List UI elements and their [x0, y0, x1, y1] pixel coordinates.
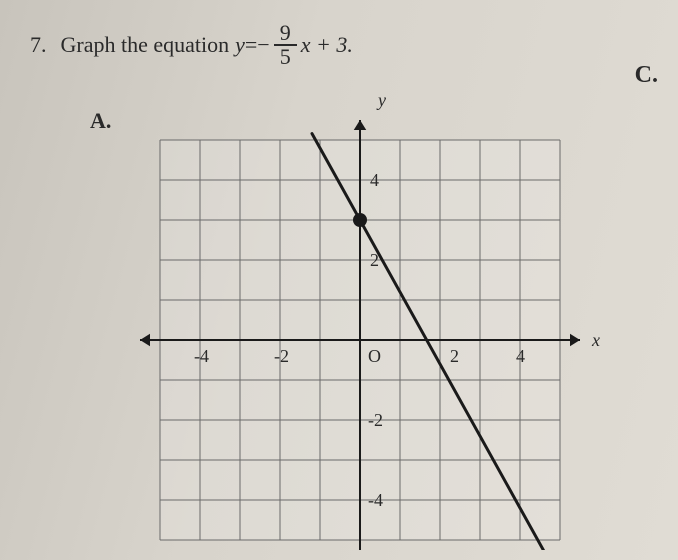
- svg-text:-4: -4: [368, 490, 383, 510]
- graph-svg: -4-2O2424-2-4: [110, 90, 610, 550]
- option-a-label: A.: [90, 108, 111, 134]
- option-c-label: C.: [635, 62, 658, 89]
- question-text: 7. Graph the equation y = − 9 5 x + 3.: [30, 22, 353, 68]
- eq-lhs: y: [235, 32, 245, 58]
- eq-fraction: 9 5: [274, 22, 297, 68]
- y-axis-label: y: [378, 90, 386, 111]
- worksheet-page: 7. Graph the equation y = − 9 5 x + 3. C…: [0, 0, 678, 560]
- question-prefix: Graph the equation: [61, 32, 230, 58]
- svg-text:2: 2: [450, 346, 459, 366]
- svg-text:4: 4: [370, 170, 379, 190]
- question-number: 7.: [30, 32, 47, 58]
- svg-text:-4: -4: [194, 346, 209, 366]
- svg-text:O: O: [368, 346, 381, 366]
- x-axis-label: x: [592, 330, 600, 351]
- svg-text:-2: -2: [368, 410, 383, 430]
- eq-suffix: x + 3.: [301, 32, 353, 58]
- svg-text:4: 4: [516, 346, 525, 366]
- fraction-denominator: 5: [274, 46, 297, 68]
- svg-text:-2: -2: [274, 346, 289, 366]
- eq-neg: −: [257, 32, 269, 58]
- fraction-numerator: 9: [274, 22, 297, 46]
- graph-container: -4-2O2424-2-4 y x: [110, 90, 610, 550]
- eq-equals: =: [245, 32, 257, 58]
